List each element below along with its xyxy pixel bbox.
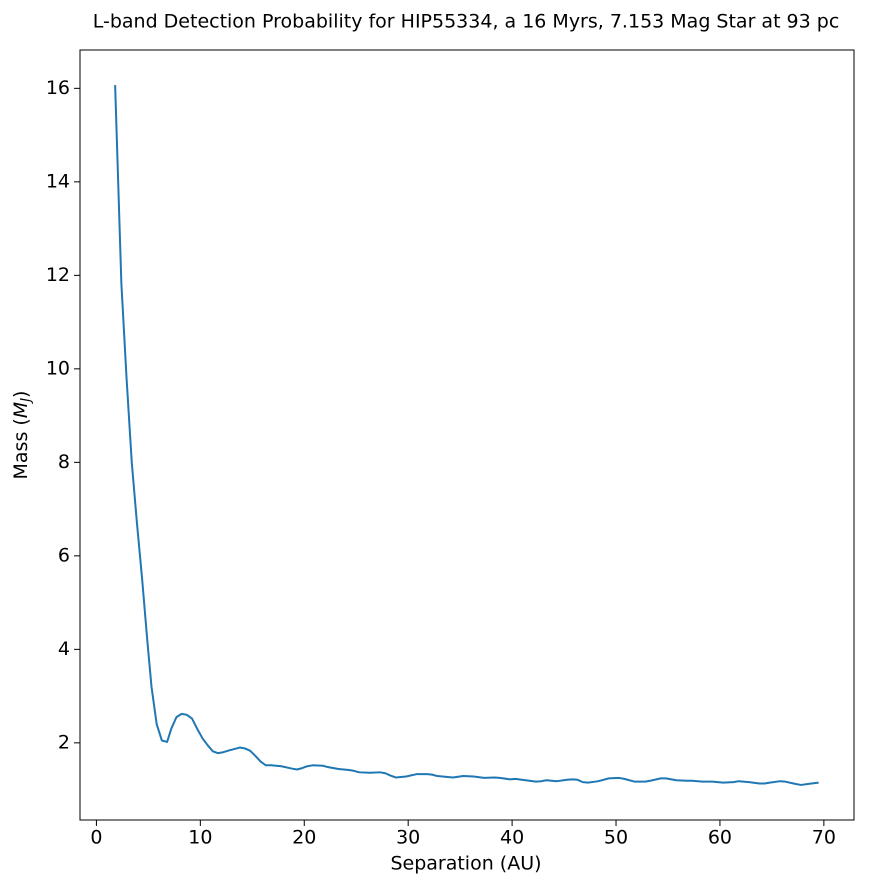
y-tick-label: 10 <box>46 357 70 379</box>
y-label-text: Mass ( <box>10 418 32 479</box>
y-tick-label: 2 <box>58 731 70 753</box>
y-label-subscript: J <box>19 398 34 405</box>
y-tick-label: 14 <box>46 170 70 192</box>
y-tick-label: 4 <box>58 638 70 660</box>
x-axis-label: Separation (AU) <box>390 853 541 875</box>
x-tick-label: 50 <box>604 827 628 849</box>
y-axis-label: Mass (MJ) <box>10 391 34 480</box>
x-tick-label: 30 <box>396 827 420 849</box>
y-label-symbol: M <box>10 402 32 418</box>
y-label-text: ) <box>10 391 32 398</box>
y-tick-label: 6 <box>58 544 70 566</box>
y-tick-label: 16 <box>46 77 70 99</box>
x-tick-label: 0 <box>90 827 102 849</box>
plot-frame <box>79 49 855 821</box>
x-tick-label: 20 <box>292 827 316 849</box>
y-tick-label: 8 <box>58 451 70 473</box>
data-line <box>114 85 819 786</box>
y-tick-label: 12 <box>46 264 70 286</box>
x-tick-label: 10 <box>188 827 212 849</box>
x-tick-label: 60 <box>708 827 732 849</box>
x-tick-label: 40 <box>500 827 524 849</box>
x-tick-label: 70 <box>812 827 836 849</box>
chart-title: L-band Detection Probability for HIP5533… <box>93 11 840 33</box>
